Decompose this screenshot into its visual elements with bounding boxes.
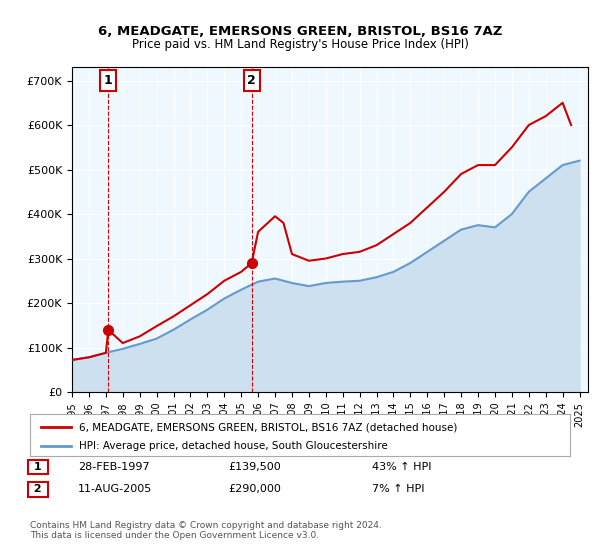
Text: HPI: Average price, detached house, South Gloucestershire: HPI: Average price, detached house, Sout… bbox=[79, 441, 388, 451]
Text: 43% ↑ HPI: 43% ↑ HPI bbox=[372, 462, 431, 472]
Text: 1: 1 bbox=[104, 74, 113, 87]
Text: 2: 2 bbox=[247, 74, 256, 87]
Text: 11-AUG-2005: 11-AUG-2005 bbox=[78, 484, 152, 494]
Text: Price paid vs. HM Land Registry's House Price Index (HPI): Price paid vs. HM Land Registry's House … bbox=[131, 38, 469, 51]
Text: 28-FEB-1997: 28-FEB-1997 bbox=[78, 462, 149, 472]
Text: £139,500: £139,500 bbox=[228, 462, 281, 472]
Text: 6, MEADGATE, EMERSONS GREEN, BRISTOL, BS16 7AZ: 6, MEADGATE, EMERSONS GREEN, BRISTOL, BS… bbox=[98, 25, 502, 38]
Text: Contains HM Land Registry data © Crown copyright and database right 2024.
This d: Contains HM Land Registry data © Crown c… bbox=[30, 521, 382, 540]
Text: £290,000: £290,000 bbox=[228, 484, 281, 494]
Text: 6, MEADGATE, EMERSONS GREEN, BRISTOL, BS16 7AZ (detached house): 6, MEADGATE, EMERSONS GREEN, BRISTOL, BS… bbox=[79, 422, 457, 432]
Text: 2: 2 bbox=[30, 484, 46, 494]
Text: 7% ↑ HPI: 7% ↑ HPI bbox=[372, 484, 425, 494]
Text: 1: 1 bbox=[30, 462, 46, 472]
